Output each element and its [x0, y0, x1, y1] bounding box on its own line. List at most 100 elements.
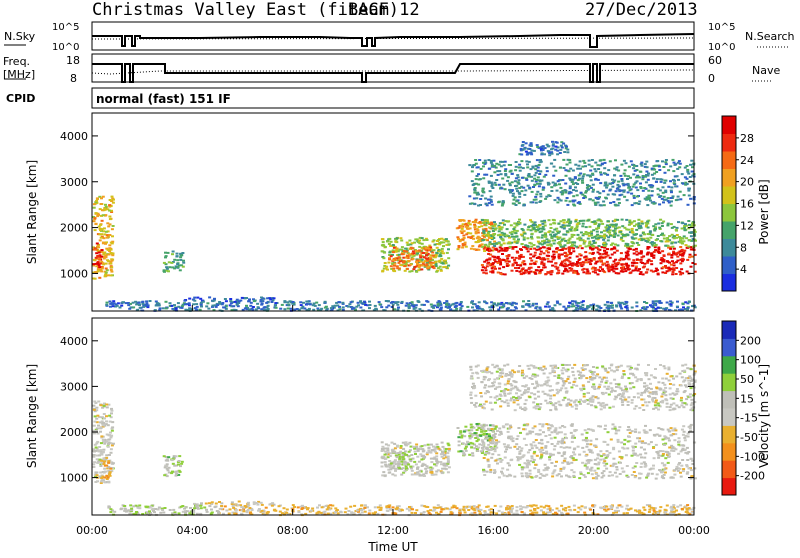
range-gate-cell: [538, 449, 541, 451]
range-gate-cell: [583, 195, 586, 197]
range-gate-cell: [472, 303, 475, 305]
range-gate-cell: [652, 225, 655, 227]
range-gate-cell: [165, 307, 168, 309]
range-gate-cell: [96, 458, 99, 460]
range-gate-cell: [670, 186, 673, 188]
range-gate-cell: [594, 204, 597, 206]
range-gate-cell: [485, 269, 488, 271]
range-gate-cell: [381, 450, 384, 452]
range-gate-cell: [548, 434, 551, 436]
range-gate-cell: [541, 228, 544, 230]
range-gate-cell: [482, 177, 485, 179]
freq-line: [92, 64, 694, 82]
range-gate-cell: [462, 244, 465, 246]
range-gate-cell: [545, 167, 548, 169]
range-gate-cell: [508, 427, 511, 429]
range-gate-cell: [687, 173, 690, 175]
range-gate-cell: [678, 468, 681, 470]
range-gate-cell: [516, 190, 519, 192]
range-gate-cell: [103, 472, 106, 474]
range-gate-cell: [546, 258, 549, 260]
range-gate-cell: [171, 253, 174, 255]
range-gate-cell: [195, 303, 198, 305]
range-gate-cell: [620, 178, 623, 180]
range-gate-cell: [511, 257, 514, 259]
range-gate-cell: [649, 184, 652, 186]
range-gate-cell: [427, 444, 430, 446]
range-gate-cell: [388, 258, 391, 260]
range-gate-cell: [668, 440, 671, 442]
beam-label: Beam 12: [348, 0, 420, 20]
range-gate-cell: [592, 252, 595, 254]
range-gate-cell: [101, 267, 104, 269]
range-gate-cell: [676, 199, 679, 201]
range-gate-cell: [425, 263, 428, 265]
range-gate-cell: [424, 444, 427, 446]
range-gate-cell: [511, 302, 514, 304]
range-gate-cell: [626, 252, 629, 254]
range-gate-cell: [494, 223, 497, 225]
range-gate-cell: [597, 168, 600, 170]
range-gate-cell: [503, 475, 506, 477]
range-gate-cell: [504, 220, 507, 222]
range-gate-cell: [689, 427, 692, 429]
range-gate-cell: [568, 247, 571, 249]
range-gate-cell: [435, 252, 438, 254]
range-gate-cell: [485, 203, 488, 205]
range-gate-cell: [554, 465, 557, 467]
range-gate-cell: [580, 220, 583, 222]
range-gate-cell: [534, 272, 537, 274]
range-gate-cell: [431, 474, 434, 476]
range-gate-cell: [103, 460, 106, 462]
range-gate-cell: [544, 174, 547, 176]
noise-tick-left-low: 10^0: [52, 42, 79, 53]
range-gate-cell: [582, 239, 585, 241]
range-gate-cell: [101, 251, 104, 253]
range-gate-cell: [171, 266, 174, 268]
range-gate-cell: [591, 159, 594, 161]
range-gate-cell: [487, 245, 490, 247]
range-gate-cell: [643, 457, 646, 459]
range-gate-cell: [653, 169, 656, 171]
range-gate-cell: [554, 149, 557, 151]
range-gate-cell: [497, 256, 500, 258]
range-gate-cell: [387, 262, 390, 264]
range-gate-cell: [437, 260, 440, 262]
range-gate-cell: [473, 226, 476, 228]
range-gate-cell: [465, 226, 468, 228]
range-gate-cell: [109, 468, 112, 470]
range-gate-cell: [641, 442, 644, 444]
range-gate-cell: [625, 219, 628, 221]
range-gate-cell: [574, 164, 577, 166]
range-gate-cell: [399, 447, 402, 449]
range-gate-cell: [675, 229, 678, 231]
range-gate-cell: [557, 180, 560, 182]
range-gate-cell: [318, 304, 321, 306]
range-gate-cell: [574, 186, 577, 188]
range-gate-cell: [404, 470, 407, 472]
range-gate-cell: [529, 253, 532, 255]
range-gate-cell: [444, 260, 447, 262]
range-gate-cell: [398, 262, 401, 264]
range-gate-cell: [572, 201, 575, 203]
range-gate-cell: [667, 456, 670, 458]
range-gate-cell: [681, 238, 684, 240]
range-gate-cell: [611, 465, 614, 467]
range-gate-cell: [324, 301, 327, 303]
range-gate-cell: [257, 306, 260, 308]
range-gate-cell: [419, 475, 422, 477]
range-gate-cell: [94, 229, 97, 231]
range-gate-cell: [556, 272, 559, 274]
range-gate-cell: [570, 268, 573, 270]
range-gate-cell: [691, 256, 694, 258]
range-gate-cell: [415, 304, 418, 306]
range-gate-cell: [402, 442, 405, 444]
range-gate-cell: [462, 235, 465, 237]
range-gate-cell: [603, 465, 606, 467]
range-gate-cell: [514, 196, 517, 198]
range-gate-cell: [469, 437, 472, 439]
range-gate-cell: [539, 224, 542, 226]
range-gate-cell: [539, 193, 542, 195]
range-gate-cell: [629, 189, 632, 191]
range-gate-cell: [156, 302, 159, 304]
